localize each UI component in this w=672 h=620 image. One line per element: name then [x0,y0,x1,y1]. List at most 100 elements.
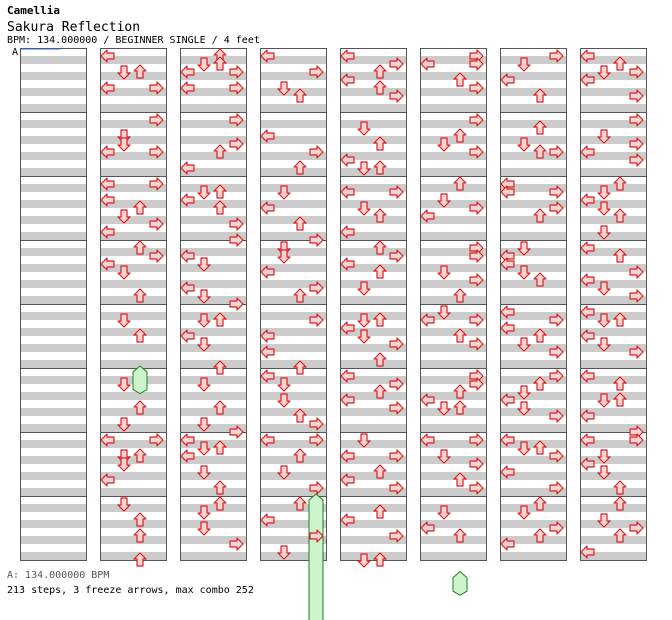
step-arrow-r [229,217,244,231]
measure-stripe [100,232,167,240]
step-arrow-u [613,480,627,495]
step-arrow-l [580,305,595,319]
measure-stripe [100,264,167,272]
measure-stripe [180,120,247,128]
step-arrow-r [309,313,324,327]
step-arrow-d [597,513,611,528]
measure-stripe [100,440,167,448]
step-arrow-l [500,185,515,199]
measure-stripe [340,408,407,416]
step-arrow-u [533,144,547,159]
freeze-arrow [132,365,148,395]
measure-stripe [340,72,407,80]
measure-stripe [420,72,487,80]
measure-stripe [20,72,87,80]
measure-stripe [180,472,247,480]
step-arrow-l [100,473,115,487]
measure-stripe [100,328,167,336]
step-arrow-u [133,448,147,463]
step-arrow-r [549,49,564,63]
measure-stripe [260,88,327,96]
step-arrow-u [613,392,627,407]
measure-stripe [20,328,87,336]
step-arrow-u [613,376,627,391]
step-arrow-l [580,241,595,255]
measure-stripe [500,248,567,256]
measure-stripe [100,280,167,288]
measure-stripe [420,184,487,192]
step-arrow-u [133,64,147,79]
step-arrow-d [197,289,211,304]
step-arrow-r [229,425,244,439]
step-arrow-d [117,417,131,432]
step-arrow-l [500,393,515,407]
step-arrow-r [229,113,244,127]
measure-stripe [500,328,567,336]
measure-stripe [260,520,327,528]
step-arrow-l [340,369,355,383]
step-arrow-u [373,264,387,279]
step-arrow-r [629,265,644,279]
measure-stripe [420,56,487,64]
measure-stripe [180,136,247,144]
step-arrow-l [260,129,275,143]
step-arrow-l [340,321,355,335]
step-arrow-u [613,312,627,327]
step-arrow-u [533,272,547,287]
step-arrow-d [197,313,211,328]
step-arrow-l [180,281,195,295]
song-artist: Camellia [7,4,60,17]
measure-stripe [580,328,647,336]
measure-stripe [180,232,247,240]
step-arrow-u [293,448,307,463]
measure-stripe [100,104,167,112]
step-arrow-r [389,89,404,103]
step-arrow-l [580,73,595,87]
step-arrow-d [197,57,211,72]
measure-stripe [420,104,487,112]
measure-stripe [100,312,167,320]
measure-stripe [100,184,167,192]
measure-stripe [420,376,487,384]
measure-stripe [340,472,407,480]
measure-stripe [20,280,87,288]
step-arrow-l [100,225,115,239]
measure-stripe [500,280,567,288]
measure-stripe [340,200,407,208]
step-arrow-u [373,240,387,255]
measure-stripe [580,88,647,96]
measure-frame [260,496,327,561]
measure-stripe [180,360,247,368]
measure-stripe [20,552,87,560]
measure-stripe [420,328,487,336]
step-arrow-u [133,240,147,255]
step-arrow-l [340,513,355,527]
step-arrow-l [340,257,355,271]
step-arrow-l [420,433,435,447]
step-arrow-r [549,369,564,383]
step-arrow-l [180,329,195,343]
measure-stripe [420,232,487,240]
measure-stripe [20,248,87,256]
step-arrow-l [100,193,115,207]
measure-stripe [500,296,567,304]
step-arrow-r [629,65,644,79]
step-arrow-u [213,144,227,159]
measure-stripe [100,296,167,304]
step-arrow-l [180,433,195,447]
step-arrow-d [197,257,211,272]
measure-stripe [100,248,167,256]
measure-stripe [180,504,247,512]
step-arrow-d [517,385,531,400]
measure-stripe [100,136,167,144]
step-arrow-l [260,345,275,359]
measure-stripe [100,120,167,128]
step-arrow-u [133,328,147,343]
measure-stripe [580,552,647,560]
measure-stripe [500,136,567,144]
step-arrow-u [613,176,627,191]
measure-stripe [580,424,647,432]
measure-stripe [500,536,567,544]
measure-frame [500,496,567,561]
